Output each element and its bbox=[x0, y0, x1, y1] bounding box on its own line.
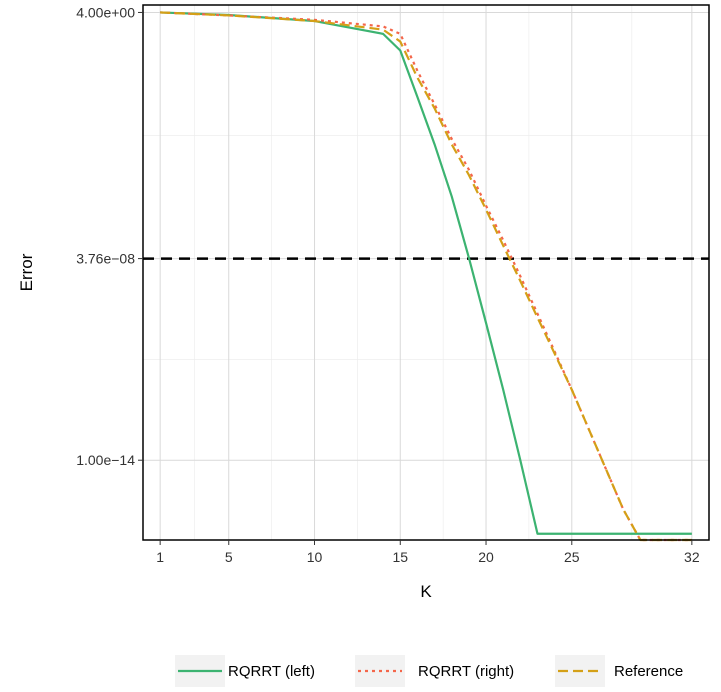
x-tick-label: 20 bbox=[478, 549, 494, 565]
legend-label: Reference bbox=[614, 663, 683, 680]
x-axis-title: K bbox=[420, 582, 432, 601]
plot-border bbox=[142, 4, 710, 541]
y-tick-label: 1.00e−14 bbox=[76, 452, 135, 468]
x-tick-label: 32 bbox=[684, 549, 700, 565]
x-tick-label: 25 bbox=[564, 549, 580, 565]
major-grid bbox=[143, 5, 709, 540]
series-line-1 bbox=[160, 11, 692, 535]
y-axis-title: Error bbox=[17, 253, 36, 291]
minor-grid bbox=[143, 5, 709, 540]
legend-box bbox=[167, 652, 711, 686]
x-tick-label: 5 bbox=[225, 549, 233, 565]
legend-label: RQRRT (left) bbox=[228, 663, 315, 680]
x-tick-label: 1 bbox=[156, 549, 164, 565]
legend: RQRRT (left) RQRRT (right) Reference bbox=[167, 652, 711, 687]
series-layer bbox=[160, 11, 692, 542]
series-line-3 bbox=[160, 11, 692, 542]
y-tick-label: 3.76e−08 bbox=[76, 251, 135, 267]
x-tick-label: 15 bbox=[392, 549, 408, 565]
y-tick-label: 4.00e+00 bbox=[76, 4, 135, 20]
x-tick-label: 10 bbox=[307, 549, 323, 565]
y-axis: 4.00e+00 3.76e−08 1.00e−14 bbox=[76, 4, 143, 468]
legend-label: RQRRT (right) bbox=[418, 663, 514, 680]
x-axis: 1 5 10 15 20 25 32 bbox=[156, 540, 700, 565]
